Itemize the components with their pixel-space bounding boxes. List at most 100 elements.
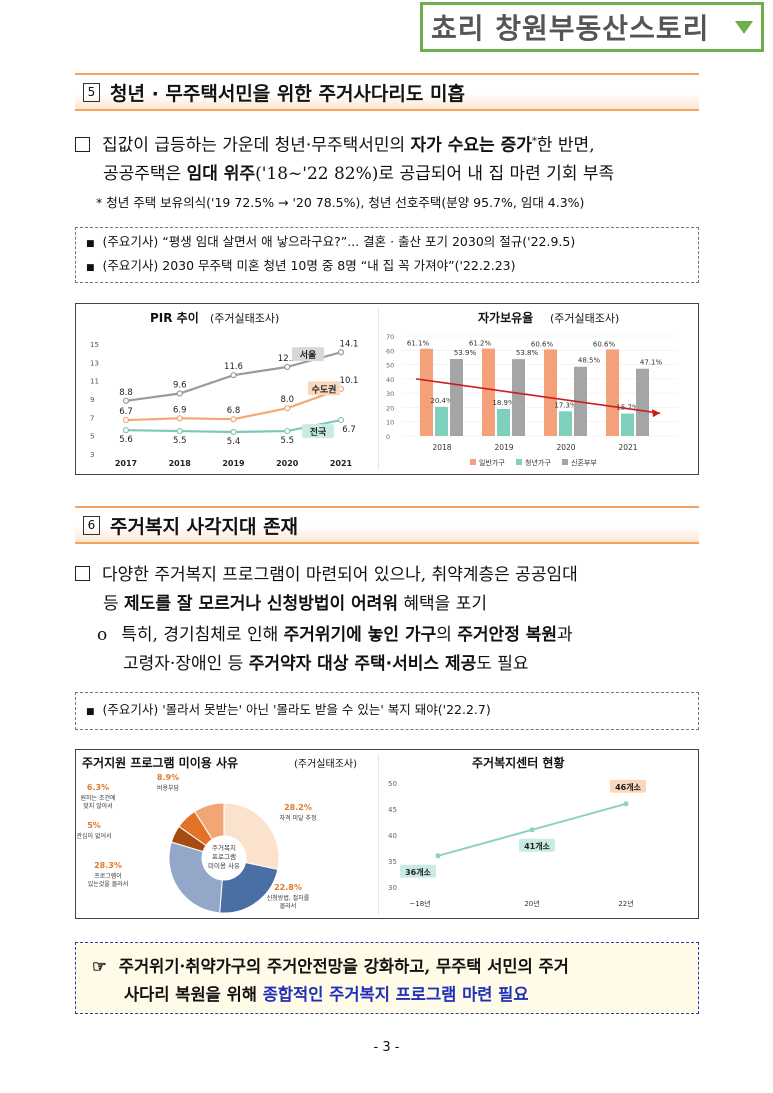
y-tick-label: 60 [386, 347, 394, 355]
section6-header: 6 주거복지 사각지대 존재 [75, 506, 699, 544]
section6-title: 주거복지 사각지대 존재 [110, 515, 299, 538]
x-tick-label: 2018 [432, 443, 451, 452]
bar-label: 48.5% [578, 357, 601, 365]
slice-label: 원하는 조건에 [80, 794, 115, 802]
chart-subtitle: (주거실태조사) [294, 758, 357, 770]
slice-percent: 6.3% [87, 783, 109, 792]
slice-percent: 5% [87, 821, 101, 830]
bar-일반가구 [544, 349, 557, 436]
x-tick-label: 2020 [556, 443, 575, 452]
bar-일반가구 [482, 348, 495, 436]
y-tick-label: 40 [386, 376, 394, 384]
legend-label-bg [302, 424, 334, 439]
y-tick-label: 15 [90, 341, 99, 349]
bar-청년가구 [559, 411, 572, 436]
data-point [284, 363, 291, 371]
slice-label: 있는것을 몰라서 [88, 880, 129, 888]
bar-label: 60.6% [531, 340, 554, 348]
y-tick-label: 11 [90, 378, 99, 386]
data-point [230, 416, 237, 423]
data-point [176, 415, 183, 422]
data-point [176, 427, 183, 435]
data-point [230, 428, 237, 436]
press-item: ■ (주요기사) 2030 무주택 미혼 청년 10명 중 8명 “내 집 꼭 가… [86, 258, 516, 273]
bar-label: 20.4% [430, 397, 453, 405]
slice-label: 자격 미달 추정 [280, 814, 317, 822]
conclusion-box: ☞ 주거위기·취약가구의 주거안전망을 강화하고, 무주택 서민의 주거 사다리 … [75, 942, 699, 1014]
series-name-label: 서울 [300, 349, 317, 361]
pie-slice [168, 841, 223, 914]
trend-arrow-head [652, 409, 660, 418]
bar-label: 47.1% [640, 359, 663, 367]
chart-title: 주거복지센터 현황 [472, 755, 565, 770]
bar-청년가구 [621, 413, 634, 436]
data-point [284, 427, 291, 435]
data-label: 5.4 [227, 437, 241, 447]
data-label: 8.0 [280, 395, 294, 405]
x-tick-label: 2021 [618, 443, 637, 452]
press-item: ■ (주요기사) “평생 임대 살면서 애 낳으라구요?”... 결혼 · 출산 … [86, 234, 576, 249]
y-tick-label: 5 [90, 433, 94, 441]
x-tick-label: 22년 [618, 899, 633, 908]
x-tick-label: 2019 [222, 459, 245, 468]
page-number: - 3 - [373, 1040, 400, 1055]
series-name-label: 수도권 [312, 383, 337, 395]
y-tick-label: 3 [90, 451, 94, 459]
bar-label: 60.6% [593, 340, 616, 348]
x-tick-label: 2019 [494, 443, 513, 452]
section5-number: 5 [83, 82, 100, 102]
y-tick-label: 30 [388, 884, 397, 892]
bar-청년가구 [497, 409, 510, 436]
bar-label: 61.2% [469, 340, 492, 348]
legend-swatch [470, 459, 476, 465]
x-tick-label: 2020 [276, 459, 299, 468]
data-label-bg [610, 779, 646, 793]
bar-청년가구 [435, 406, 448, 436]
x-tick-label: ~18년 [409, 899, 430, 908]
donut-hole [203, 837, 245, 879]
bar-label: 53.8% [516, 349, 539, 357]
data-label-bg [400, 864, 436, 878]
legend-label-bg [308, 381, 340, 396]
nonuse-reason-pie-chart: 주거지원 프로그램 미이용 사유 (주거실태조사) 28.2% 자격 미달 추정 22.… [76, 755, 357, 914]
bar-일반가구 [420, 348, 433, 436]
data-label: 8.8 [119, 388, 133, 398]
homeownership-bar-chart: 자가보유율 (주거실태조사) 70 60 50 40 30 20 10 0 61.1% 20.4% 53… [378, 308, 678, 470]
square-bullet-icon [75, 566, 90, 581]
data-label: 11.6 [224, 362, 243, 372]
y-tick-label: 40 [388, 832, 397, 840]
donut-center-label: 주거복지 [212, 843, 236, 852]
y-tick-label: 0 [386, 433, 390, 441]
bar-label: 15.7% [616, 404, 639, 412]
chart-title: 자가보유율 [478, 310, 533, 325]
data-label: 12.5 [278, 354, 297, 364]
data-label: 5.6 [119, 435, 133, 445]
dropdown-triangle-icon [735, 20, 753, 34]
y-tick-label: 35 [388, 858, 397, 866]
donut-center-label: 미이용 사유 [208, 861, 240, 870]
slice-label: 맞지 않아서 [83, 802, 113, 810]
y-tick-label: 50 [388, 780, 397, 788]
square-bullet-icon [75, 136, 90, 152]
section6-paragraph: 다양한 주거복지 프로그램이 마련되어 있으나, 취약계층은 공공임대 등 제도… [75, 561, 715, 679]
data-point [337, 416, 345, 424]
section5-press-box: ■ (주요기사) “평생 임대 살면서 애 낳으라구요?”... 결혼 · 출산 … [75, 227, 699, 283]
x-tick-label: 2017 [115, 459, 137, 468]
series-name-label: 전국 [310, 426, 327, 438]
x-tick-label: 2021 [330, 459, 353, 468]
data-label: 5.5 [173, 436, 187, 446]
y-tick-label: 9 [90, 396, 94, 404]
section6-number: 6 [83, 515, 100, 535]
data-label: 6.9 [173, 405, 187, 415]
data-label-bg [519, 838, 555, 852]
data-point [176, 390, 183, 397]
x-tick-label: 20년 [524, 899, 539, 908]
conclusion-line2: 사다리 복원을 위해 [124, 985, 263, 1004]
section5-header: 5 청년 · 무주택서민을 위한 주거사다리도 미흡 [75, 73, 699, 111]
data-label: 6.7 [342, 425, 356, 435]
y-tick-label: 10 [386, 419, 394, 427]
bar-label: 61.1% [407, 340, 430, 348]
section5-title: 청년 · 무주택서민을 위한 주거사다리도 미흡 [110, 82, 465, 105]
legend-label: 신혼부부 [571, 458, 597, 467]
data-label: 6.7 [119, 407, 133, 417]
